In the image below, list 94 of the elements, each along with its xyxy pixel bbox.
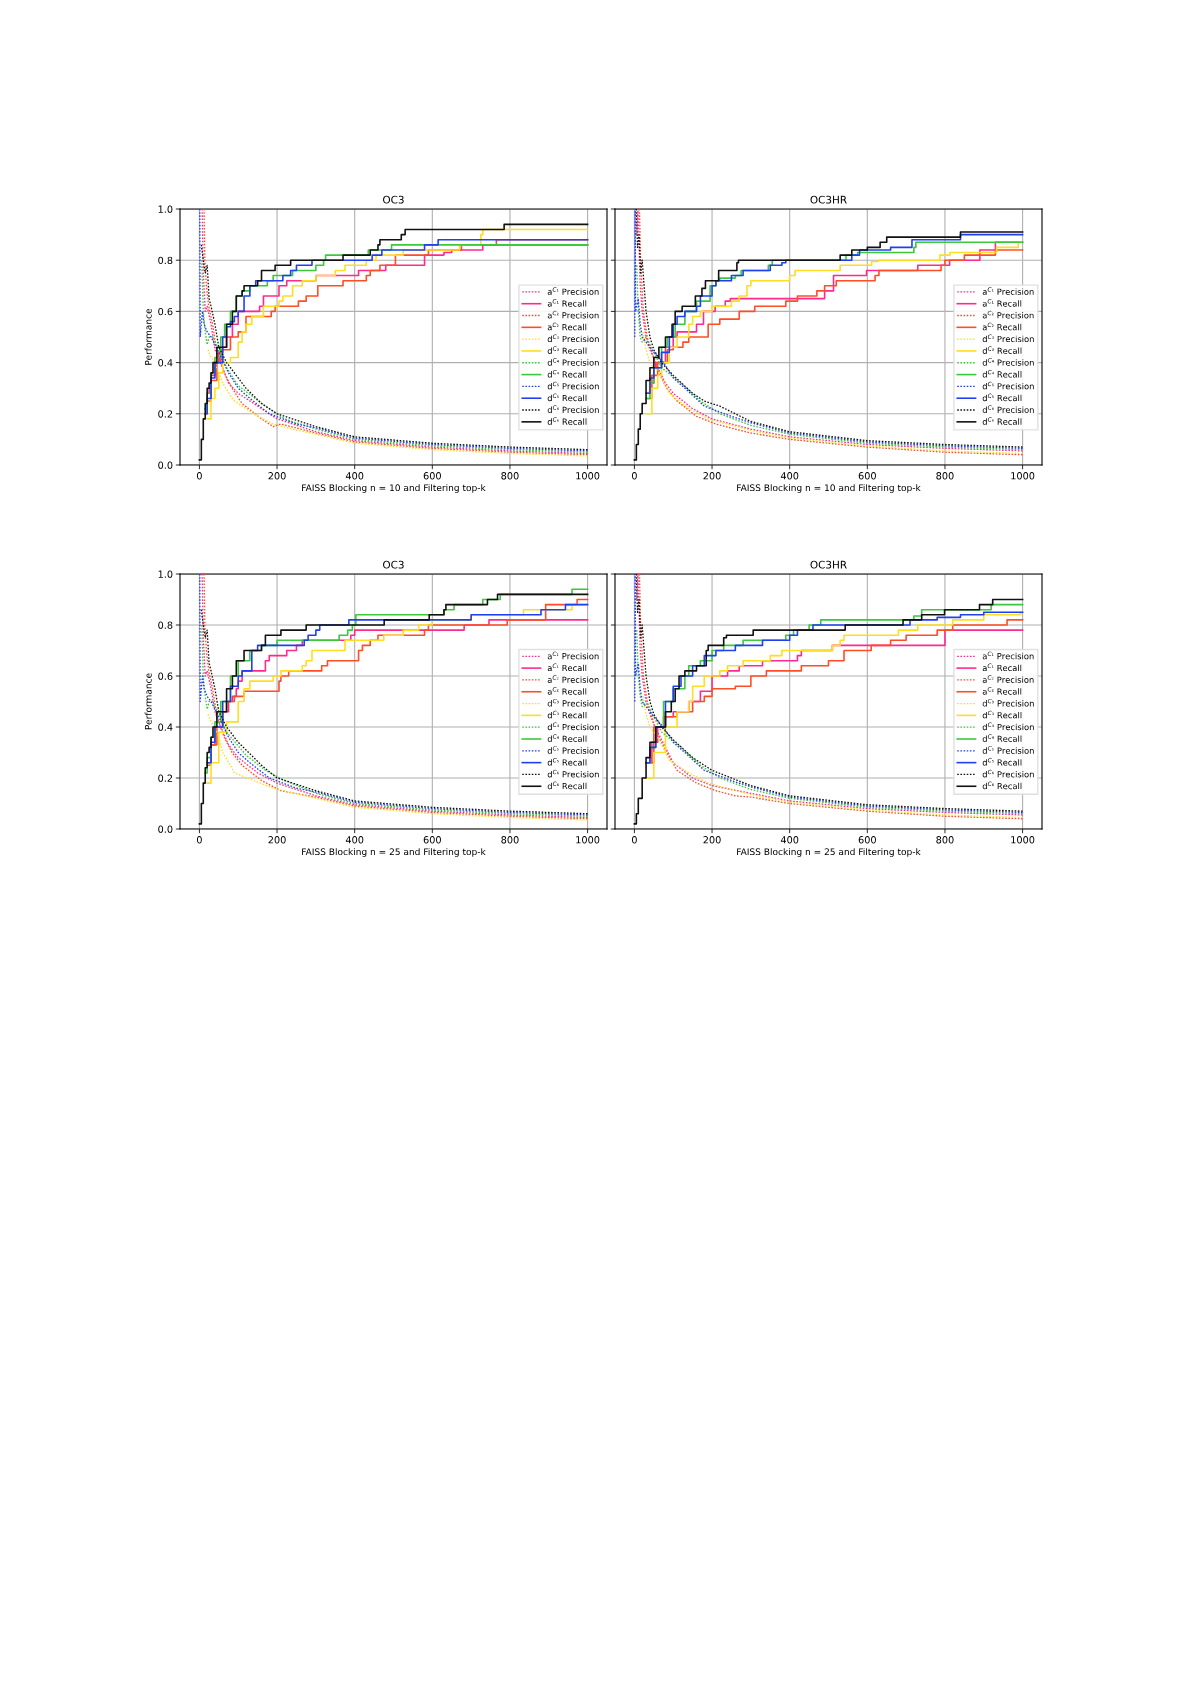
legend-label: d$^{C₆}$ Precision xyxy=(547,769,599,778)
legend-label: d$^{C₃}$ Precision xyxy=(982,698,1034,707)
x-tick-label: 800 xyxy=(501,472,519,480)
y-tick-label: 0.4 xyxy=(158,723,173,731)
chart-title: OC3HR xyxy=(810,195,847,204)
x-tick-label: 600 xyxy=(423,472,441,480)
legend-label: d$^{C₆}$ Recall xyxy=(547,417,587,425)
legend-label: d$^{C₄}$ Recall xyxy=(547,369,587,378)
x-tick-label: 400 xyxy=(780,472,799,480)
legend-label: d$^{C₆}$ Precision xyxy=(982,405,1034,413)
legend-label: d$^{C₄}$ Recall xyxy=(982,369,1022,378)
legend-label: d$^{C₄}$ Precision xyxy=(547,358,599,366)
legend-label: a$^{C₂}$ Precision xyxy=(547,675,599,683)
legend-label: d$^{C₅}$ Recall xyxy=(547,757,587,766)
legend-label: d$^{C₃}$ Recall xyxy=(982,710,1022,719)
x-tick-label: 0 xyxy=(196,836,202,844)
legend-label: d$^{C₃}$ Precision xyxy=(982,334,1034,343)
x-tick-label: 400 xyxy=(345,472,364,480)
legend-label: d$^{C₅}$ Precision xyxy=(547,746,599,754)
legend-label: a$^{C₁}$ Recall xyxy=(982,663,1022,672)
legend-label: a$^{C₁}$ Precision xyxy=(547,287,599,295)
legend-label: a$^{C₂}$ Precision xyxy=(982,675,1034,683)
y-tick-label: 0.0 xyxy=(158,825,173,833)
x-tick-label: 0 xyxy=(196,472,202,480)
legend-label: d$^{C₆}$ Recall xyxy=(982,781,1022,790)
chart-title: OC3 xyxy=(383,195,404,204)
x-tick-label: 0 xyxy=(631,836,637,844)
legend-label: a$^{C₁}$ Precision xyxy=(982,287,1034,295)
legend-label: a$^{C₁}$ Recall xyxy=(547,299,587,307)
y-tick-label: 0.6 xyxy=(158,672,173,680)
y-tick-label: 0.4 xyxy=(158,359,173,367)
x-tick-label: 600 xyxy=(423,836,441,844)
x-tick-label: 0 xyxy=(631,472,637,480)
x-tick-label: 200 xyxy=(268,836,286,844)
legend-label: d$^{C₅}$ Recall xyxy=(982,757,1022,766)
y-tick-label: 0.6 xyxy=(158,307,173,316)
y-tick-label: 0.2 xyxy=(158,410,173,418)
x-tick-label: 1000 xyxy=(1011,472,1035,480)
x-tick-label: 600 xyxy=(858,472,876,480)
x-tick-label: 800 xyxy=(936,472,954,480)
legend-label: a$^{C₁}$ Precision xyxy=(982,651,1034,660)
legend-label: a$^{C₁}$ Recall xyxy=(547,663,587,672)
x-axis-title: FAISS Blocking n = 25 and Filtering top-k xyxy=(302,848,486,857)
x-tick-label: 1000 xyxy=(1011,836,1035,844)
legend-label: a$^{C₁}$ Precision xyxy=(547,651,599,660)
y-axis-title: Performance xyxy=(144,673,152,730)
x-tick-label: 200 xyxy=(703,836,721,844)
x-axis-title: FAISS Blocking n = 10 and Filtering top-k xyxy=(737,484,921,493)
legend-label: d$^{C₅}$ Precision xyxy=(982,746,1034,754)
legend-label: d$^{C₃}$ Recall xyxy=(547,710,587,719)
legend-label: d$^{C₃}$ Precision xyxy=(547,698,599,707)
legend-label: d$^{C₆}$ Recall xyxy=(547,781,587,790)
legend-label: a$^{C₂}$ Recall xyxy=(547,687,587,695)
x-tick-label: 800 xyxy=(501,836,519,844)
x-tick-label: 1000 xyxy=(576,472,600,480)
legend-label: a$^{C₁}$ Recall xyxy=(982,299,1022,307)
legend-label: a$^{C₂}$ Precision xyxy=(982,310,1034,319)
y-tick-label: 0.2 xyxy=(158,774,173,782)
legend-label: d$^{C₄}$ Precision xyxy=(547,722,599,731)
y-tick-label: 0.8 xyxy=(158,621,173,629)
y-axis-title: Performance xyxy=(144,308,152,365)
x-tick-label: 200 xyxy=(268,472,286,480)
legend-label: d$^{C₆}$ Recall xyxy=(982,417,1022,425)
x-tick-label: 1000 xyxy=(576,836,600,844)
x-axis-title: FAISS Blocking n = 10 and Filtering top-k xyxy=(302,484,486,493)
legend-label: d$^{C₅}$ Recall xyxy=(547,393,587,402)
legend-label: a$^{C₂}$ Recall xyxy=(982,322,1022,331)
legend-label: d$^{C₄}$ Recall xyxy=(547,734,587,742)
legend-label: a$^{C₂}$ Precision xyxy=(547,310,599,319)
chart-title: OC3 xyxy=(383,560,404,569)
legend-label: a$^{C₂}$ Recall xyxy=(982,687,1022,695)
chart-title: OC3HR xyxy=(810,560,847,569)
x-tick-label: 200 xyxy=(703,472,721,480)
y-tick-label: 0.8 xyxy=(158,256,173,265)
legend-label: d$^{C₆}$ Precision xyxy=(982,769,1034,778)
legend-label: d$^{C₃}$ Recall xyxy=(547,346,587,354)
x-tick-label: 400 xyxy=(345,836,364,844)
y-tick-label: 0.0 xyxy=(158,461,173,469)
legend-label: d$^{C₅}$ Precision xyxy=(547,381,599,390)
legend-label: d$^{C₆}$ Precision xyxy=(547,405,599,413)
legend-label: d$^{C₄}$ Precision xyxy=(982,358,1034,366)
legend-label: a$^{C₂}$ Recall xyxy=(547,322,587,331)
legend-label: d$^{C₃}$ Precision xyxy=(547,334,599,343)
x-axis-title: FAISS Blocking n = 25 and Filtering top-k xyxy=(737,848,921,857)
x-tick-label: 600 xyxy=(858,836,876,844)
legend-label: d$^{C₅}$ Precision xyxy=(982,381,1034,390)
legend-label: d$^{C₄}$ Recall xyxy=(982,734,1022,742)
legend-label: d$^{C₃}$ Recall xyxy=(982,346,1022,354)
legend-label: d$^{C₅}$ Recall xyxy=(982,393,1022,402)
y-tick-label: 1.0 xyxy=(158,570,173,578)
legend-label: d$^{C₄}$ Precision xyxy=(982,722,1034,731)
y-tick-label: 1.0 xyxy=(158,205,173,213)
x-tick-label: 800 xyxy=(936,836,954,844)
x-tick-label: 400 xyxy=(780,836,799,844)
